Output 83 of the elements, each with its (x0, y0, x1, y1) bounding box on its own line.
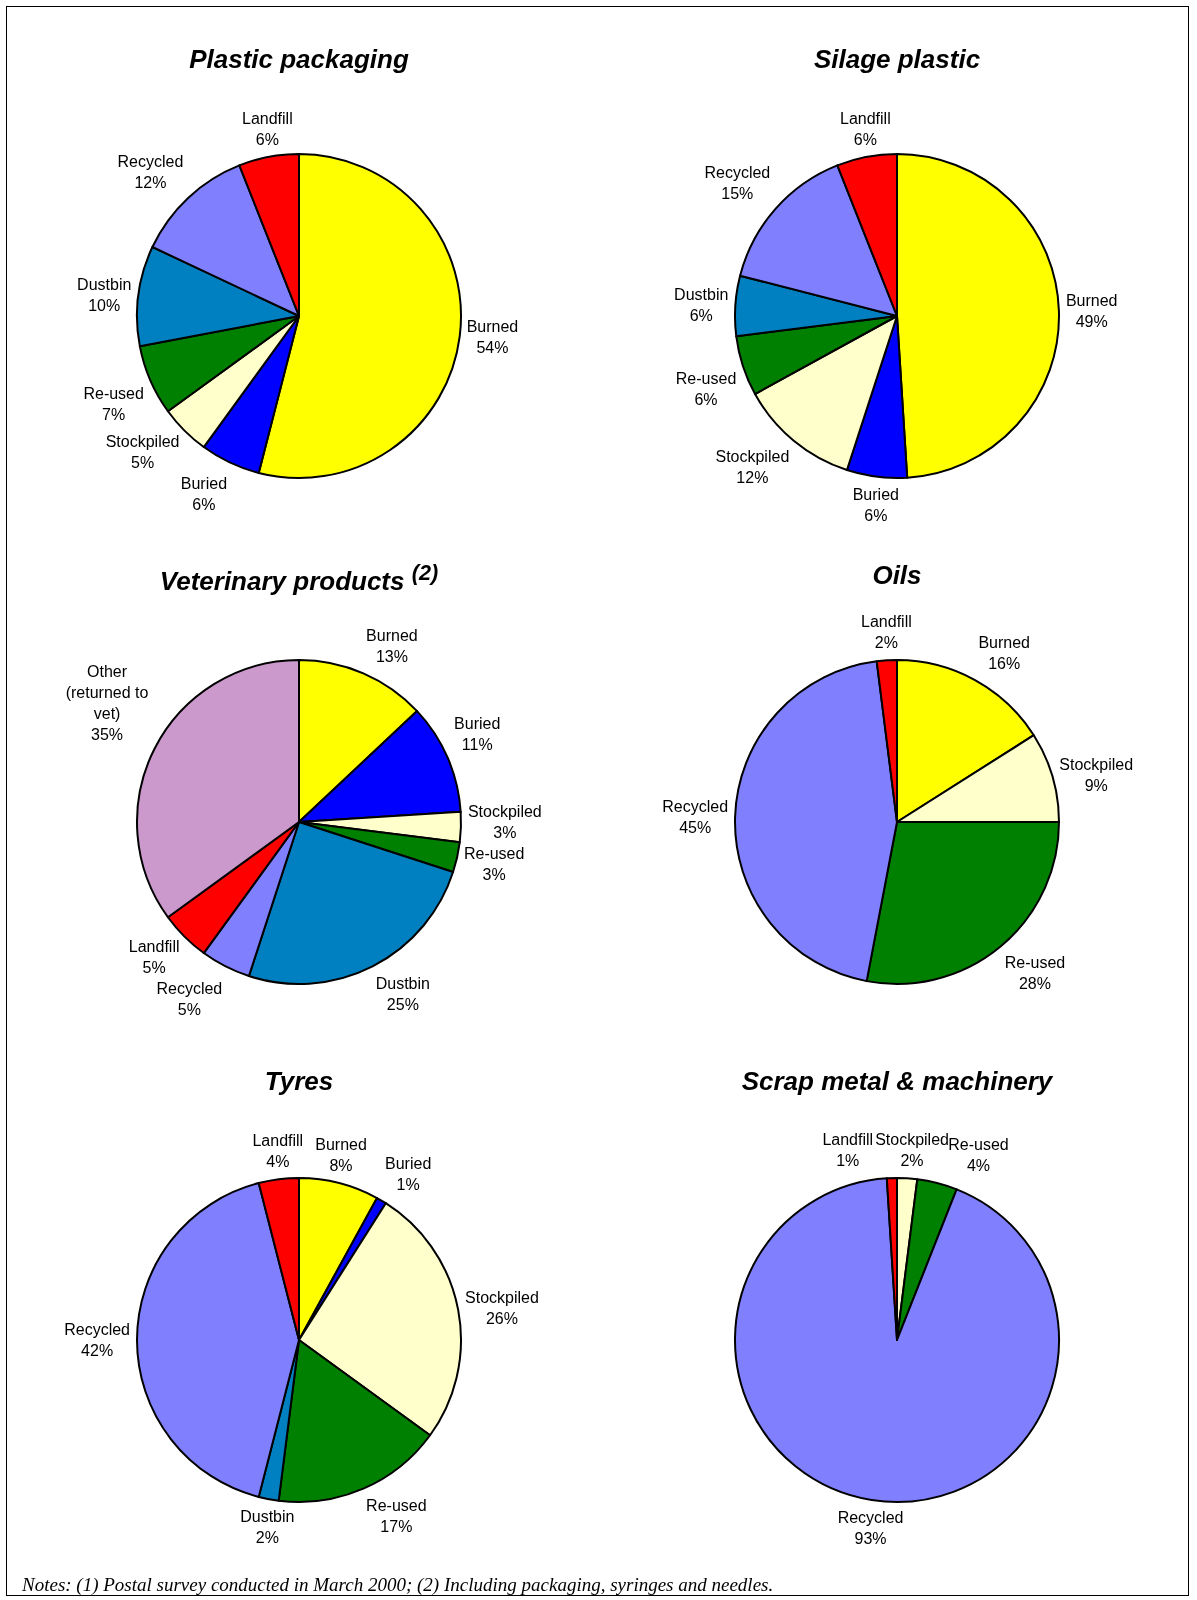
data-label: 7% (102, 406, 126, 424)
slice-label: Landfill (252, 1132, 304, 1150)
slice-label: Recycled (662, 797, 729, 815)
data-label: 28% (1018, 975, 1051, 993)
slice-label: Stockpiled (105, 433, 180, 451)
data-label: 16% (988, 654, 1021, 672)
slice-label: Recycled (156, 980, 223, 998)
data-label: 12% (736, 469, 769, 487)
data-label: 42% (81, 1342, 114, 1359)
slice-label: Recycled (837, 1508, 904, 1526)
data-label: 5% (177, 1001, 201, 1019)
slice-label: Buried (385, 1154, 432, 1172)
data-label: 1% (396, 1175, 420, 1193)
slice-label: Buried (852, 485, 899, 503)
slice-label: Landfill (822, 1131, 874, 1149)
data-label: 26% (485, 1310, 518, 1328)
chart-title: Veterinary products $^{(2)}$ (158, 560, 440, 597)
slice-label: Landfill (241, 109, 293, 127)
data-label: 4% (266, 1153, 290, 1171)
data-label: 12% (134, 173, 167, 191)
data-label: 45% (679, 818, 712, 836)
data-label: 6% (192, 496, 216, 514)
slice-label: Re-used (366, 1497, 427, 1515)
slice-label: Stockpiled (467, 803, 542, 821)
slice-label: Burned (315, 1136, 367, 1154)
slice-label: Landfill (861, 613, 912, 631)
data-label: 35% (91, 726, 124, 744)
slice-label: Recycled (117, 152, 184, 170)
data-label: 6% (864, 506, 888, 524)
data-label: 1% (836, 1152, 860, 1170)
chart-title: Oils (871, 560, 923, 591)
slice-label: Buried (454, 714, 501, 732)
slice-label: Burned (1065, 291, 1118, 309)
data-label: 49% (1075, 312, 1108, 330)
data-label: 2% (900, 1152, 924, 1170)
slice-label: Recycled (704, 164, 771, 182)
data-label: 6% (255, 130, 279, 148)
text: Notes: (1) Postal survey conducted in March 2000; (2) Including packaging, syringes and needles. (22, 1574, 774, 1596)
data-label: 9% (1084, 776, 1108, 794)
slice-label: Landfill (839, 109, 891, 127)
slice-label: Dustbin (674, 286, 729, 304)
data-label: 17% (380, 1518, 413, 1536)
data-label: 3% (482, 866, 506, 884)
data-label: 54% (476, 339, 509, 357)
data-label: 6% (853, 130, 877, 148)
slice-label: Re-used (463, 845, 525, 863)
data-label: 2% (874, 634, 898, 652)
slice-label: Stockpiled (1059, 755, 1134, 773)
slice-label: Buried (180, 475, 228, 493)
slice-label: Recycled (64, 1321, 130, 1338)
data-label: 93% (854, 1529, 887, 1547)
slice-label: Re-used (1004, 954, 1066, 972)
slice-label: Re-used (675, 370, 737, 388)
data-label: 6% (689, 307, 713, 325)
chart-title: Silage plastic (812, 44, 982, 75)
slice-label: Other (returned to vet) (65, 663, 149, 723)
slice-label: Burned (366, 626, 418, 644)
chart-title: Plastic packaging (188, 44, 410, 75)
slice-label: Landfill (128, 938, 180, 956)
data-label: 13% (375, 647, 408, 665)
chart-title: Tyres (263, 1066, 335, 1097)
slice-label: Re-used (948, 1136, 1009, 1154)
data-label: 5% (131, 454, 155, 472)
data-label: 11% (461, 735, 493, 753)
data-label: 3% (493, 824, 517, 842)
slice-label: Re-used (83, 385, 144, 403)
data-label: 10% (88, 296, 121, 314)
data-label: 6% (694, 391, 718, 409)
data-label: 25% (386, 995, 419, 1013)
chart-title: Scrap metal & machinery (740, 1066, 1054, 1097)
data-label: 15% (721, 185, 754, 203)
data-label: 5% (142, 959, 166, 977)
slice-label: Dustbin (77, 275, 132, 293)
slice-label: Stockpiled (715, 448, 790, 466)
slice-label: Dustbin (240, 1508, 295, 1526)
data-label: 2% (255, 1529, 279, 1547)
data-label: 4% (966, 1157, 991, 1175)
slice-label: Stockpiled (875, 1131, 949, 1149)
slice-label: Stockpiled (465, 1289, 539, 1307)
slice-label: Burned (466, 318, 519, 336)
data-label: 8% (329, 1157, 353, 1175)
slice-label: Dustbin (375, 974, 430, 992)
slice-label: Burned (978, 633, 1031, 651)
